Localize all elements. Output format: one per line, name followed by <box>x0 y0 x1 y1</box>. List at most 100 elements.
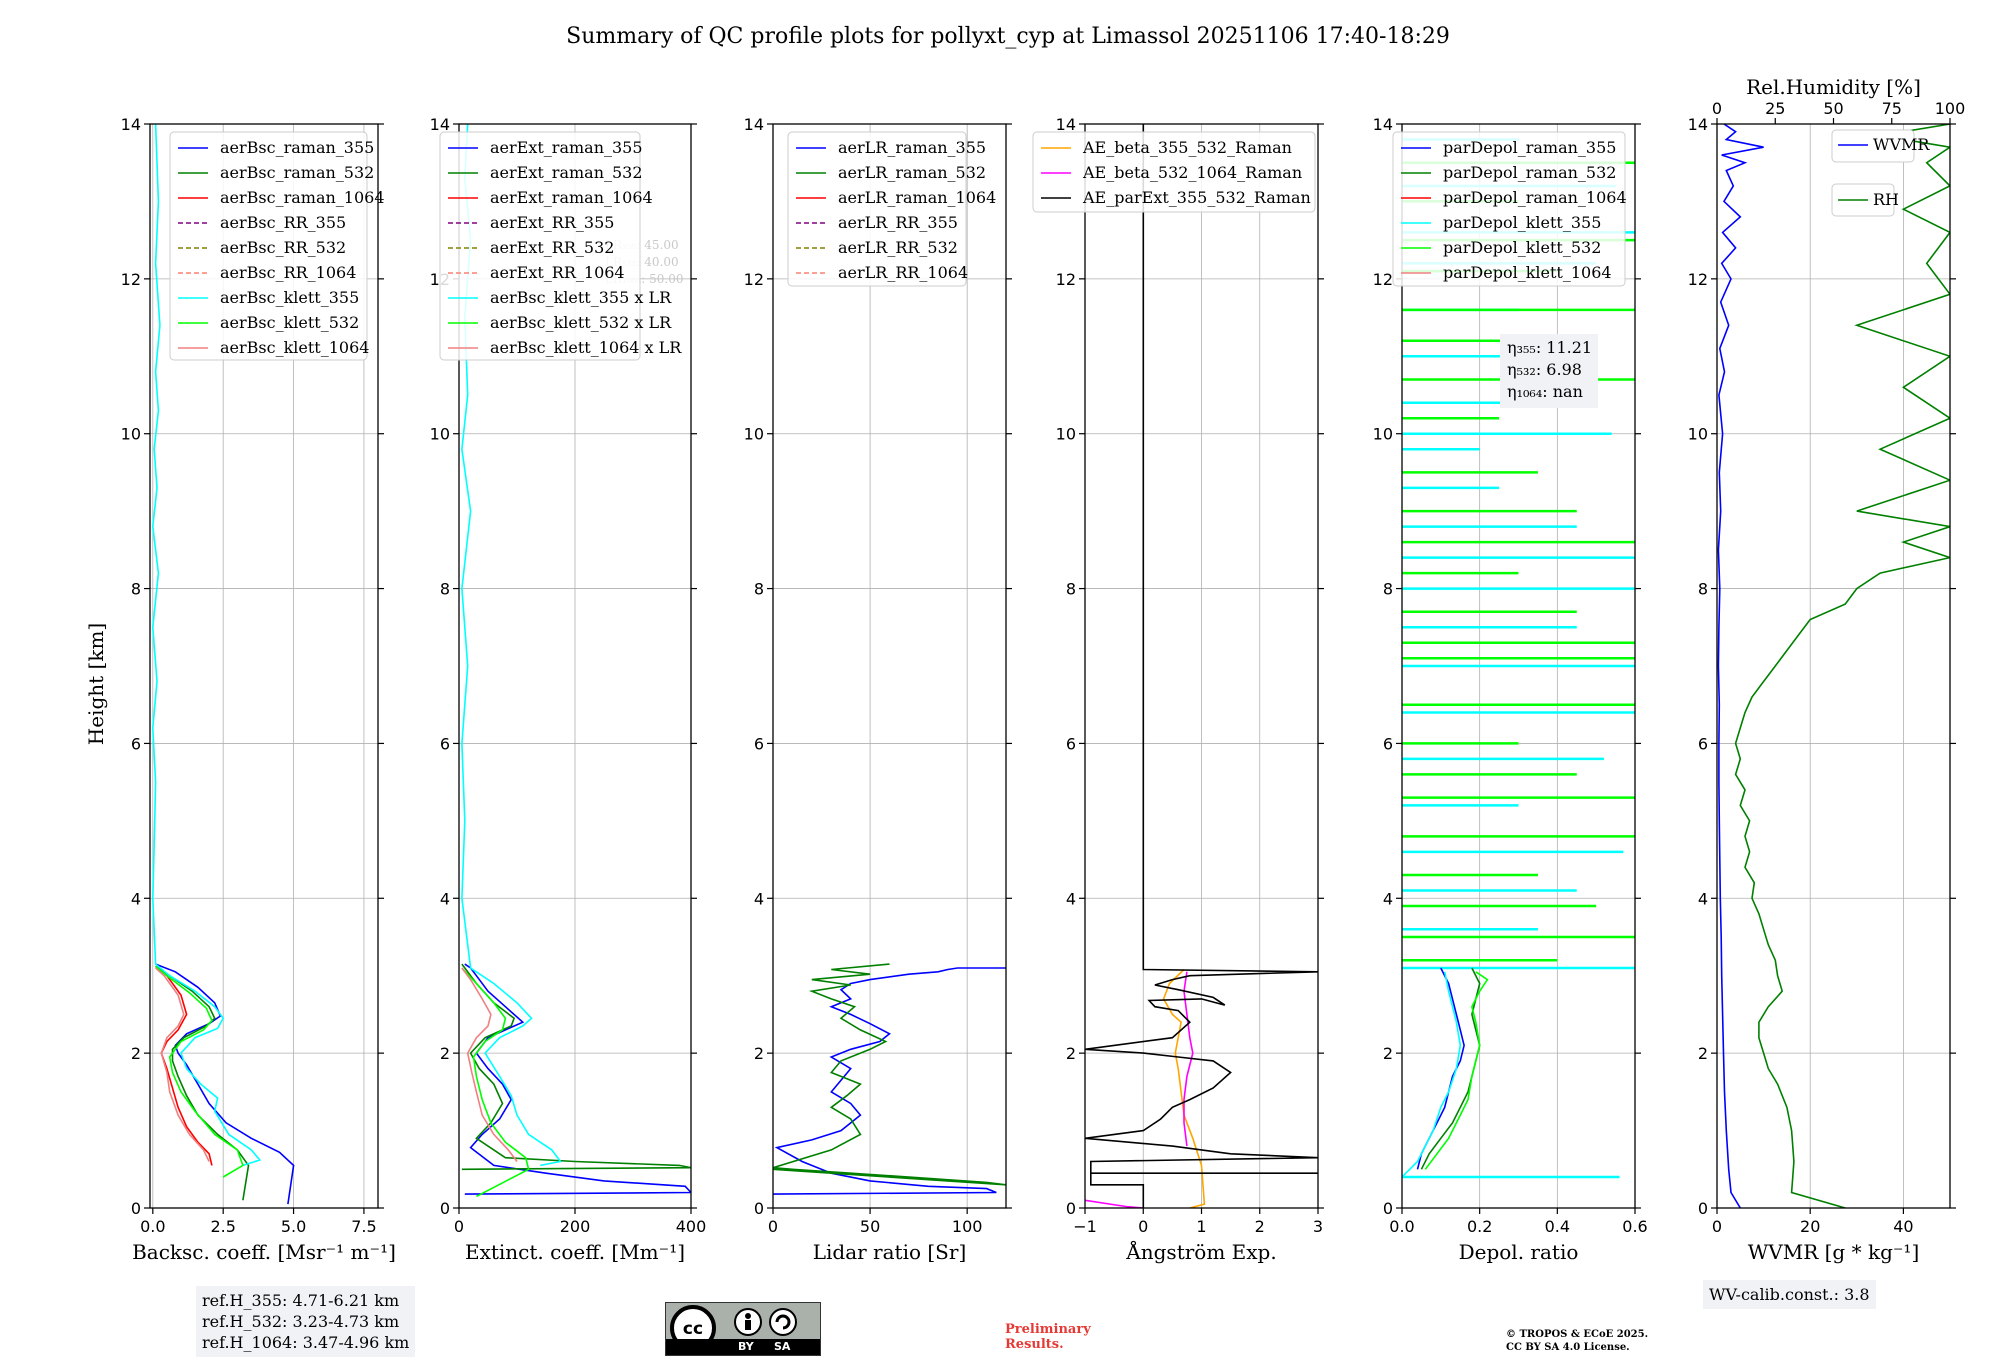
legend-entry: aerBsc_klett_355 <box>220 288 359 307</box>
y-tick-label-backscatter: 2 <box>131 1044 141 1063</box>
x-tick-label-depol: 0.2 <box>1467 1217 1492 1236</box>
y-tick-label-extinction: 10 <box>430 425 450 444</box>
y-tick-label-backscatter: 10 <box>121 425 141 444</box>
legend-entry: aerBsc_RR_1064 <box>220 263 356 282</box>
legend-entry: aerBsc_klett_355 x LR <box>490 288 672 307</box>
preliminary-results-note: Preliminary Results. <box>1005 1322 1091 1352</box>
sa-arrow-path <box>775 1314 791 1330</box>
y-tick-label-angstrom: 8 <box>1066 580 1076 599</box>
legend-box-extinction <box>439 131 641 361</box>
copyright-line-1: © TROPOS & ECoE 2025. <box>1506 1329 1649 1340</box>
legend-entry: aerLR_raman_532 <box>838 163 986 182</box>
y-tick-label-wvmr: 4 <box>1698 889 1708 908</box>
y-tick-label-extinction: 0 <box>440 1199 450 1218</box>
legend-entry: aerExt_RR_532 <box>490 238 614 257</box>
legend-entry: aerExt_RR_1064 <box>490 263 625 282</box>
preliminary-line-1: Preliminary <box>1005 1322 1091 1337</box>
copyright-line-2: CC BY SA 4.0 License. <box>1506 1342 1630 1353</box>
legend-entry: parDepol_raman_1064 <box>1443 188 1627 207</box>
series-line-aerext-raman-355 <box>464 963 691 1195</box>
y-tick-label-lidar_ratio: 0 <box>754 1199 764 1218</box>
legend-entry: AE_parExt_355_532_Raman <box>1082 188 1311 207</box>
legend-entry: aerBsc_klett_1064 <box>220 338 369 357</box>
axes-frame-backscatter <box>149 123 379 1209</box>
legend-entry: RH <box>1873 190 1899 209</box>
panel-lidar_ratio: 0 2 4 6 8 10 12 14 0 50 100 Lidar ratio [Sr] aerLR_r… <box>744 115 1012 1264</box>
y-tick-label-angstrom: 4 <box>1066 889 1076 908</box>
x-axis-label-angstrom: Ångström Exp. <box>1125 1239 1276 1264</box>
series-line-aerext-raman-532 <box>461 963 691 1171</box>
series-line-aerlr-raman-355 <box>773 967 1006 1195</box>
panel-extinction: 024681012140200400Extinct. coeff. [Mm⁻¹]… <box>430 115 707 1264</box>
y-tick-label-depol: 6 <box>1383 734 1393 753</box>
y-tick-label-depol: 10 <box>1373 425 1393 444</box>
y-tick-label-angstrom: 14 <box>1056 115 1076 134</box>
by-person-head <box>745 1313 751 1319</box>
axes-frame-depol <box>1401 123 1636 1209</box>
x-tick-label-wvmr: 20 <box>1800 1217 1820 1236</box>
legend-entry: aerBsc_RR_355 <box>220 213 346 232</box>
legend-entry: parDepol_klett_355 <box>1443 213 1601 232</box>
legend-entry: aerBsc_klett_532 x LR <box>490 313 672 332</box>
series-line-ae-parext-355-532-raman <box>1085 124 1318 1208</box>
y-tick-label-depol: 4 <box>1383 889 1393 908</box>
y-tick-label-depol: 12 <box>1373 270 1393 289</box>
x-tick-label-lidar_ratio: 100 <box>952 1217 983 1236</box>
series-line-wvmr <box>1717 124 1764 1208</box>
x-tick-label-angstrom: 1 <box>1196 1217 1206 1236</box>
series-group-backscatter <box>151 124 295 1205</box>
series-line-aerbsc-klett-532 <box>155 965 244 1178</box>
y-tick-label-backscatter: 0 <box>131 1199 141 1218</box>
y-tick-label-lidar_ratio: 6 <box>754 734 764 753</box>
series-line-pardepol-klett-532 <box>1424 971 1489 1170</box>
cc-by-label: BY <box>738 1340 754 1353</box>
y-tick-label-backscatter: 12 <box>121 270 141 289</box>
y-tick-label-wvmr: 2 <box>1698 1044 1708 1063</box>
ref-heights-box: ref.H_355: 4.71-6.21 km ref.H_532: 3.23-… <box>196 1286 416 1357</box>
y-tick-label-lidar_ratio: 10 <box>744 425 764 444</box>
y-tick-label-lidar_ratio: 2 <box>754 1044 764 1063</box>
legend-entry: parDepol_klett_1064 <box>1443 263 1612 282</box>
y-tick-label-extinction: 2 <box>440 1044 450 1063</box>
y-tick-label-angstrom: 6 <box>1066 734 1076 753</box>
top-x-tick-label-wvmr: 0 <box>1712 99 1722 118</box>
cc-license-badge: cc BY SA <box>665 1302 821 1356</box>
series-line-aerbsc-klett-355 <box>151 124 262 1167</box>
x-axis-label-extinction: Extinct. coeff. [Mm⁻¹] <box>465 1240 685 1264</box>
y-tick-label-backscatter: 4 <box>131 889 141 908</box>
x-tick-label-backscatter: 5.0 <box>281 1217 306 1236</box>
series-line-aerbsc-klett-355 x lr <box>461 124 562 1167</box>
legend-entry: aerBsc_raman_1064 <box>220 188 385 207</box>
legend-entry: WVMR <box>1873 135 1930 154</box>
legend-box-lidar_ratio <box>787 131 967 287</box>
y-tick-label-angstrom: 12 <box>1056 270 1076 289</box>
axes-frame-wvmr <box>1716 123 1951 1209</box>
legend-entry: AE_beta_355_532_Raman <box>1082 138 1292 157</box>
copyright-note: © TROPOS & ECoE 2025. CC BY SA 4.0 Licen… <box>1506 1328 1648 1354</box>
x-tick-label-backscatter: 7.5 <box>351 1217 376 1236</box>
cc-badge-graphic: cc <box>670 1305 797 1351</box>
y-tick-label-lidar_ratio: 8 <box>754 580 764 599</box>
cc-sa-label: SA <box>774 1340 791 1353</box>
x-tick-label-angstrom: 2 <box>1255 1217 1265 1236</box>
x-tick-label-extinction: 400 <box>676 1217 707 1236</box>
legend-entry: aerExt_raman_532 <box>490 163 643 182</box>
legend-entry: aerLR_RR_355 <box>838 213 958 232</box>
series-line-ae-beta-532-1064-raman <box>1085 1199 1144 1208</box>
ref-height-1064: ref.H_1064: 3.47-4.96 km <box>202 1333 410 1352</box>
legend-box-angstrom <box>1032 131 1316 213</box>
y-tick-label-depol: 8 <box>1383 580 1393 599</box>
y-tick-label-extinction: 14 <box>430 115 450 134</box>
x-tick-label-depol: 0.6 <box>1622 1217 1647 1236</box>
height-axis-label: Height [km] <box>84 623 108 745</box>
x-tick-label-backscatter: 0.0 <box>140 1217 165 1236</box>
legend-entry: aerLR_raman_1064 <box>838 188 996 207</box>
top-x-tick-label-wvmr: 75 <box>1882 99 1902 118</box>
x-axis-label-wvmr: WVMR [g * kg⁻¹] <box>1748 1240 1920 1264</box>
legend-entry: aerExt_raman_355 <box>490 138 643 157</box>
y-tick-label-backscatter: 8 <box>131 580 141 599</box>
preliminary-line-2: Results. <box>1005 1337 1064 1352</box>
eta-box <box>1500 334 1598 408</box>
